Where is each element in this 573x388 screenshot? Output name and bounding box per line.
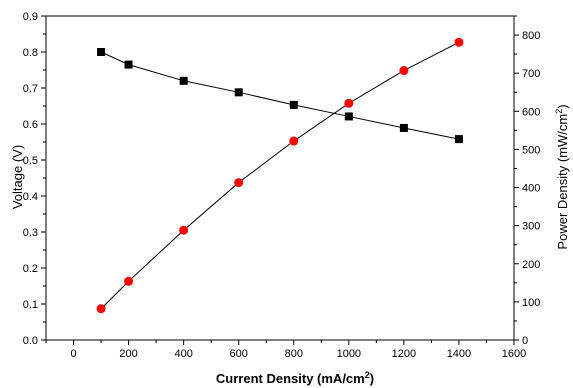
- power-density-point: [96, 304, 106, 314]
- x-tick-label: 800: [285, 348, 303, 360]
- power-density-point: [179, 225, 189, 235]
- y-right-axis-title-sup: 2: [554, 109, 564, 114]
- y-right-tick-label: 0: [522, 335, 528, 347]
- power-density-point: [289, 136, 299, 146]
- power-density-point: [344, 98, 354, 108]
- voltage-point: [179, 76, 188, 85]
- power-density-series-line: [100, 41, 460, 310]
- y-right-tick-label: 600: [522, 106, 540, 118]
- y-left-tick-label: 0.8: [23, 47, 38, 59]
- y-right-tick-label: 200: [522, 259, 540, 271]
- y-left-tick-label: 0.3: [23, 227, 38, 239]
- y-right-tick-label: 400: [522, 183, 540, 195]
- plot-frame: [45, 15, 515, 341]
- x-axis-title-end: ): [370, 371, 374, 386]
- y-left-tick-label: 0.1: [23, 299, 38, 311]
- voltage-series-line: [100, 51, 460, 140]
- x-tick-label: 1000: [337, 348, 361, 360]
- y-left-tick-label: 0.2: [23, 263, 38, 275]
- voltage-point: [289, 100, 298, 109]
- series-lines: [100, 41, 460, 310]
- axes-group: 0 200 400 600 800 1000 1200 1400 16000.00.10.20.…: [23, 11, 541, 360]
- voltage-point: [344, 112, 353, 121]
- x-axis-title-sup: 2: [365, 370, 370, 380]
- y-right-axis-title: Power Density (mW/cm2): [554, 104, 570, 249]
- power-density-point: [124, 276, 134, 286]
- voltage-point: [454, 135, 463, 144]
- voltage-point: [124, 60, 133, 69]
- voltage-point: [97, 48, 106, 56]
- y-right-tick-label: 700: [522, 68, 540, 80]
- y-left-tick-label: 0.0: [23, 335, 38, 347]
- power-density-point: [454, 37, 464, 47]
- x-tick-label: 200: [119, 348, 137, 360]
- y-left-tick-label: 0.9: [23, 11, 38, 23]
- y-right-tick-label: 100: [522, 297, 540, 309]
- power-density-point: [399, 66, 409, 76]
- voltage-point: [399, 123, 408, 132]
- x-tick-label: 1600: [502, 348, 526, 360]
- y-right-tick-label: 800: [522, 30, 540, 42]
- x-tick-label: 0: [70, 348, 76, 360]
- x-tick-label: 1400: [447, 348, 471, 360]
- y-right-tick-label: 500: [522, 144, 540, 156]
- x-tick-label: 400: [174, 348, 192, 360]
- y-left-tick-label: 0.6: [23, 119, 38, 131]
- axis-titles: Current Density (mA/cm2) Voltage (V) Pow…: [10, 104, 570, 386]
- y-right-tick-label: 300: [522, 221, 540, 233]
- y-left-tick-label: 0.7: [23, 83, 38, 95]
- y-left-tick-label: 0.5: [23, 155, 38, 167]
- y-left-axis-title: Voltage (V): [10, 145, 25, 209]
- y-right-axis-title-end: ): [555, 104, 570, 108]
- x-tick-label: 600: [230, 348, 248, 360]
- y-left-tick-label: 0.4: [23, 191, 38, 203]
- power-density-point: [234, 178, 244, 188]
- x-axis-title: Current Density (mA/cm2): [216, 370, 374, 386]
- series-markers: [96, 37, 464, 314]
- x-tick-label: 1200: [392, 348, 416, 360]
- voltage-point: [234, 88, 243, 97]
